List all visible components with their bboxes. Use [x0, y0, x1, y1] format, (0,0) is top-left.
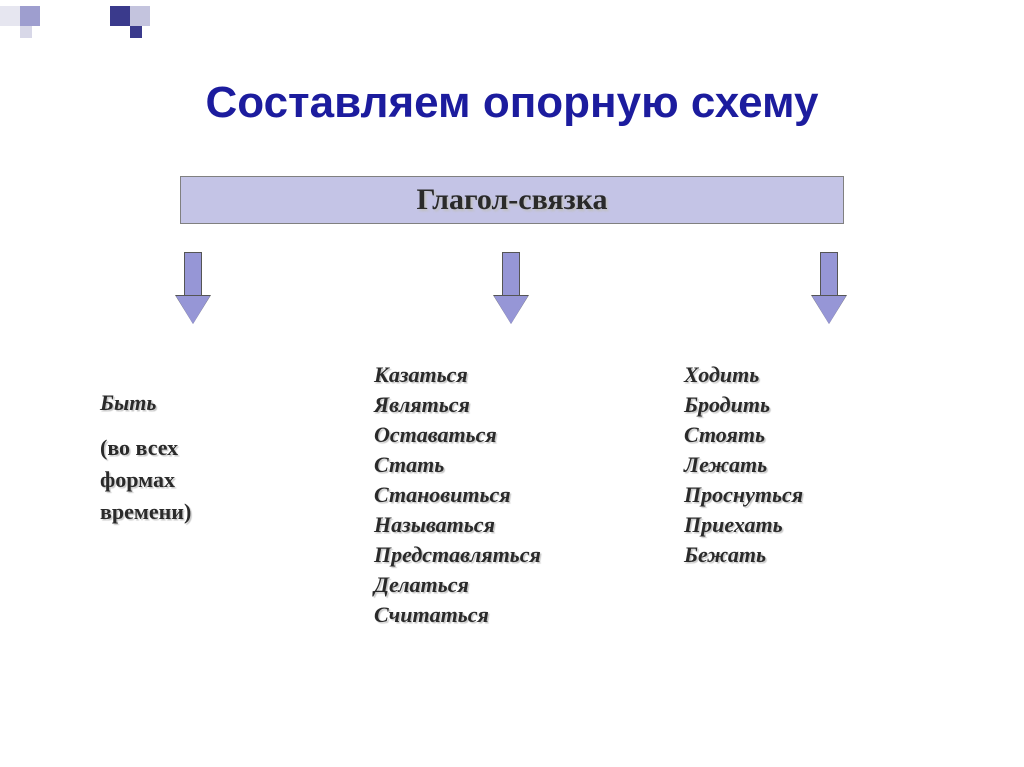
- corner-decoration: [0, 0, 200, 40]
- col3-item: Проснуться: [684, 480, 803, 510]
- col3-item: Бежать: [684, 540, 803, 570]
- col1-sub-line: формах: [100, 464, 191, 496]
- column-2: КазатьсяЯвлятьсяОставатьсяСтатьСтановить…: [374, 360, 541, 630]
- col2-item: Называться: [374, 510, 541, 540]
- header-text: Глагол-связка: [416, 183, 607, 217]
- col2-item: Являться: [374, 390, 541, 420]
- col3-item: Ходить: [684, 360, 803, 390]
- col3-item: Стоять: [684, 420, 803, 450]
- col2-item: Делаться: [374, 570, 541, 600]
- slide-title: Составляем опорную схему: [0, 78, 1024, 128]
- col2-item: Представляться: [374, 540, 541, 570]
- col1-sub-line: времени): [100, 496, 191, 528]
- col3-item: Приехать: [684, 510, 803, 540]
- column-1: Быть (во всехформахвремени): [100, 388, 191, 528]
- col2-item: Становиться: [374, 480, 541, 510]
- col1-sub: (во всехформахвремени): [100, 432, 191, 528]
- down-arrow-icon: [176, 252, 210, 324]
- col2-item: Казаться: [374, 360, 541, 390]
- decoration-square: [20, 6, 40, 26]
- decoration-square: [0, 6, 20, 26]
- col2-item: Стать: [374, 450, 541, 480]
- col2-item: Оставаться: [374, 420, 541, 450]
- header-box: Глагол-связка: [180, 176, 844, 224]
- decoration-square: [110, 6, 130, 26]
- col1-main: Быть: [100, 388, 191, 418]
- col1-sub-line: (во всех: [100, 432, 191, 464]
- decoration-square: [130, 6, 150, 26]
- col3-item: Бродить: [684, 390, 803, 420]
- decoration-square: [130, 26, 142, 38]
- down-arrow-icon: [812, 252, 846, 324]
- col2-item: Считаться: [374, 600, 541, 630]
- down-arrow-icon: [494, 252, 528, 324]
- decoration-square: [20, 26, 32, 38]
- col3-item: Лежать: [684, 450, 803, 480]
- column-3: ХодитьБродитьСтоятьЛежатьПроснутьсяПриех…: [684, 360, 803, 570]
